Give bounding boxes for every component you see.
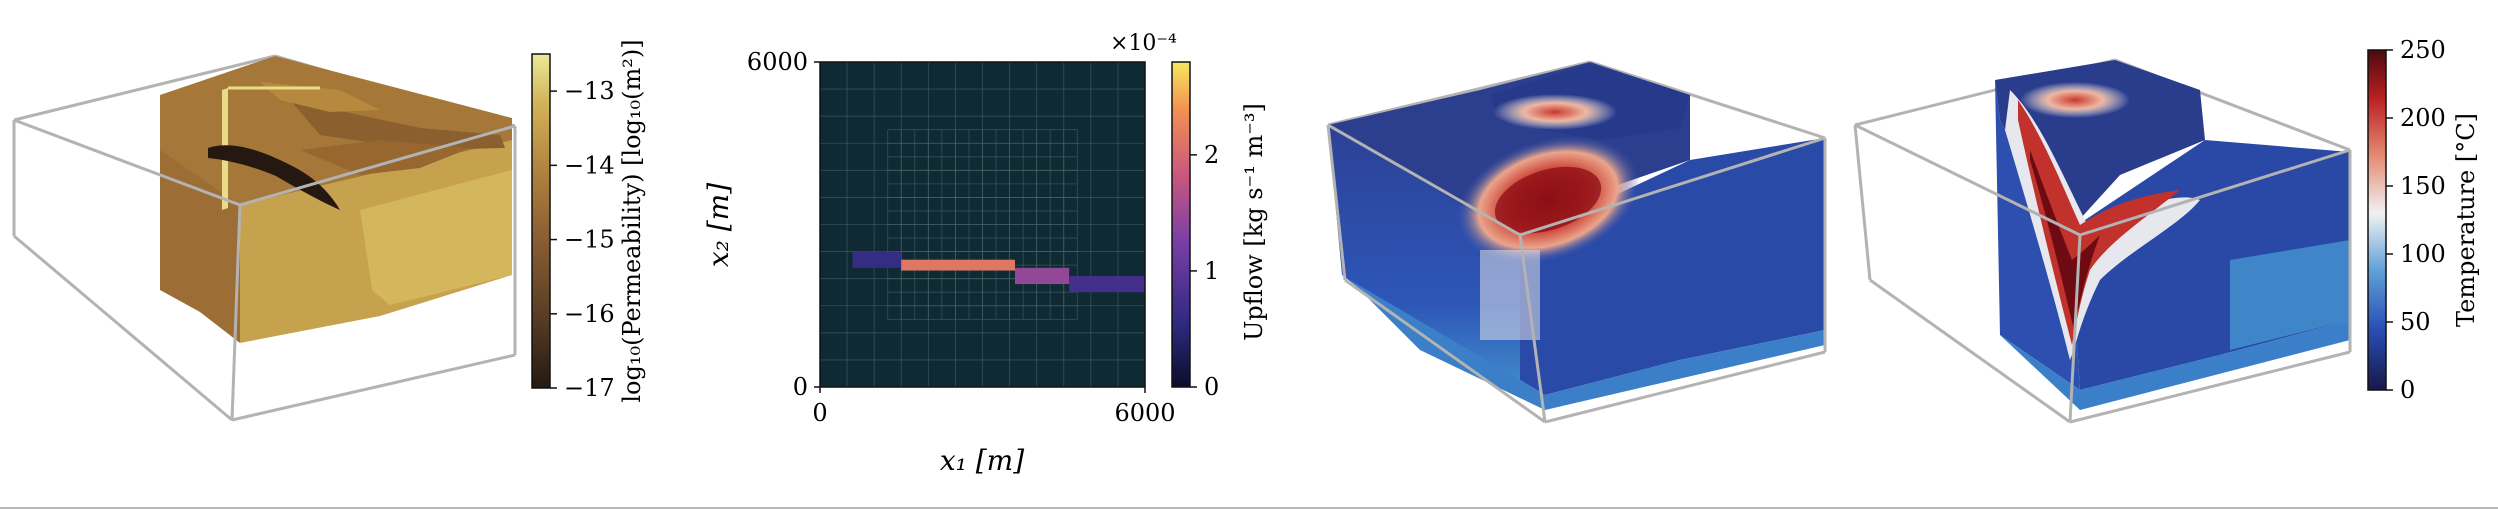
upflow-colorbar: 0 1 2 ×10⁻⁴ Upflow [kg s⁻¹ m⁻³] bbox=[1110, 31, 1268, 401]
colorbar-tick-label: 200 bbox=[2400, 104, 2446, 132]
colorbar-tick-label: 150 bbox=[2400, 172, 2446, 200]
upflow-cell bbox=[852, 251, 902, 268]
upflow-zone-cells bbox=[852, 251, 1145, 293]
temperature-block-b-panel bbox=[1853, 58, 2352, 424]
block-a-base-halo bbox=[1480, 250, 1540, 340]
x-tick-label: 0 bbox=[812, 399, 827, 427]
upflow-colorbar-gradient bbox=[1171, 61, 1191, 388]
permeability-colorbar-ticks: −13 −14 −15 −16 −17 bbox=[550, 77, 615, 402]
upflow-colorbar-ticks: 0 1 2 bbox=[1190, 141, 1219, 401]
block-a-bottom-rim bbox=[1350, 280, 1825, 410]
permeability-colorbar: −13 −14 −15 −16 −17 log₁₀(Permeability) [log… bbox=[531, 39, 646, 403]
colorbar-tick-label: 100 bbox=[2400, 240, 2446, 268]
block-a-right-face bbox=[1520, 138, 1825, 395]
upflow-colorbar-label: Upflow [kg s⁻¹ m⁻³] bbox=[1240, 103, 1268, 341]
block-b-plume-red bbox=[2018, 100, 2180, 345]
upflow-cell bbox=[1069, 275, 1145, 293]
upflow-axes: 0 6000 0 6000 bbox=[747, 48, 1176, 427]
upflow-cell bbox=[901, 259, 1015, 271]
temperature-colorbar-label: Temperature [°C] bbox=[2452, 113, 2480, 327]
x-tick-label: 6000 bbox=[1114, 399, 1175, 427]
upflow-colorbar-exponent: ×10⁻⁴ bbox=[1110, 31, 1177, 56]
colorbar-tick-label: 0 bbox=[2400, 376, 2415, 404]
block-top-streak-3 bbox=[300, 140, 470, 175]
colorbar-tick-label: −16 bbox=[564, 300, 615, 328]
upflow-map-frame bbox=[819, 61, 1146, 388]
bbox-a-back-edges bbox=[1327, 60, 1826, 140]
block-right-face-light bbox=[360, 170, 512, 305]
upflow-cell bbox=[1015, 267, 1070, 285]
temperature-colorbar: 0 50 100 150 200 250 Temperature [°C] bbox=[2367, 36, 2480, 404]
block-a-surface-hot bbox=[1493, 94, 1617, 130]
permeability-colorbar-gradient bbox=[531, 53, 551, 389]
temperature-colorbar-gradient bbox=[2367, 49, 2387, 391]
low-perm-lens bbox=[208, 145, 340, 210]
colorbar-tick-label: −17 bbox=[564, 374, 615, 402]
bbox-b-front-edges bbox=[1853, 123, 2352, 424]
permeability-colorbar-label: log₁₀(Permeability) [log₁₀(m²)] bbox=[618, 39, 646, 402]
bbox-a-front-edges bbox=[1326, 123, 1827, 424]
colorbar-tick-label: −14 bbox=[564, 151, 615, 179]
y-tick-label: 0 bbox=[793, 373, 808, 401]
permeability-block-solid bbox=[160, 56, 512, 343]
block-top-streak-1 bbox=[290, 100, 505, 150]
upflow-xlabel: x₁ [m] bbox=[940, 444, 1024, 477]
colorbar-tick-label: 2 bbox=[1204, 141, 1219, 169]
block-b-right-light bbox=[2230, 240, 2350, 350]
block-b-plume-core bbox=[2030, 150, 2100, 330]
upflow-map-panel: 0 6000 0 6000 x₁ [m] x₂ [m] bbox=[702, 48, 1176, 477]
colorbar-tick-label: 1 bbox=[1204, 257, 1219, 285]
colorbar-tick-label: 50 bbox=[2400, 308, 2431, 336]
colorbar-tick-label: 250 bbox=[2400, 36, 2446, 64]
permeability-block-panel bbox=[12, 54, 517, 422]
bbox-front-edges bbox=[13, 118, 517, 422]
temperature-colorbar-ticks: 0 50 100 150 200 250 bbox=[2386, 36, 2446, 404]
upflow-ylabel: x₂ [m] bbox=[702, 183, 735, 267]
block-b-surface-hot bbox=[2020, 82, 2130, 118]
colorbar-tick-label: 0 bbox=[1204, 373, 1219, 401]
temperature-block-a-panel bbox=[1326, 60, 1827, 424]
colorbar-tick-label: −13 bbox=[564, 77, 615, 105]
block-a-left-face bbox=[1328, 125, 1520, 380]
y-tick-label: 6000 bbox=[747, 48, 808, 76]
colorbar-tick-label: −15 bbox=[564, 226, 615, 254]
